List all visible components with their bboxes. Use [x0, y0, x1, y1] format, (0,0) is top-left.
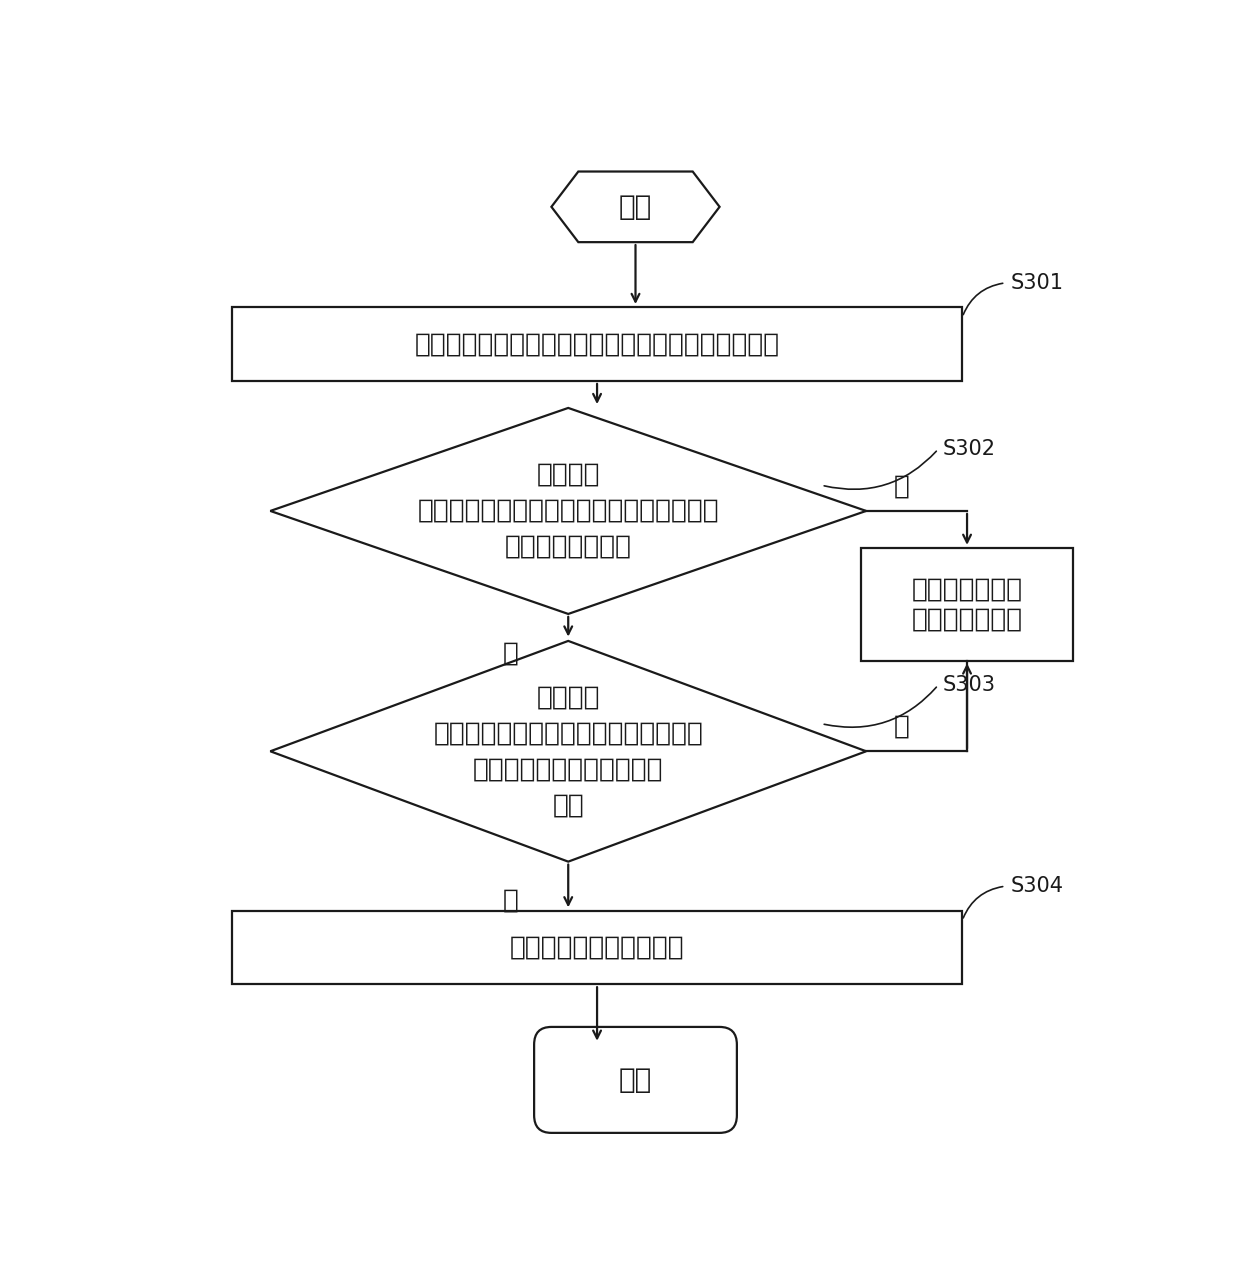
Text: 结束: 结束 [619, 1066, 652, 1094]
Text: 否: 否 [894, 474, 909, 499]
Text: S302: S302 [942, 440, 996, 459]
Bar [232, 911, 962, 985]
Text: 判断电池
电芯的当前温度值是否大于最小温度阈值且
小于第一温度阈值: 判断电池 电芯的当前温度值是否大于最小温度阈值且 小于第一温度阈值 [418, 462, 719, 561]
Text: S303: S303 [942, 675, 996, 696]
Text: 控制充放电模块重新开启: 控制充放电模块重新开启 [510, 934, 684, 961]
Bar [232, 307, 962, 381]
Text: 不执行任何操作
或执行其他操作: 不执行任何操作 或执行其他操作 [911, 576, 1023, 632]
Text: 判断电池
的当前电流值是否小于与最小温度阈值
所在的温度区间对应的电流
阈值: 判断电池 的当前电流值是否小于与最小温度阈值 所在的温度区间对应的电流 阈值 [433, 684, 703, 818]
Text: 是: 是 [502, 640, 518, 666]
Text: 是: 是 [502, 888, 518, 913]
Text: 实时检测电池电芯的当前温度值和电池的当前电流值: 实时检测电池电芯的当前温度值和电池的当前电流值 [414, 331, 780, 357]
Text: S304: S304 [1011, 877, 1063, 896]
Bar [862, 548, 1073, 660]
Text: 开始: 开始 [619, 192, 652, 220]
Text: 否: 否 [894, 713, 909, 740]
Text: S301: S301 [1011, 273, 1063, 293]
